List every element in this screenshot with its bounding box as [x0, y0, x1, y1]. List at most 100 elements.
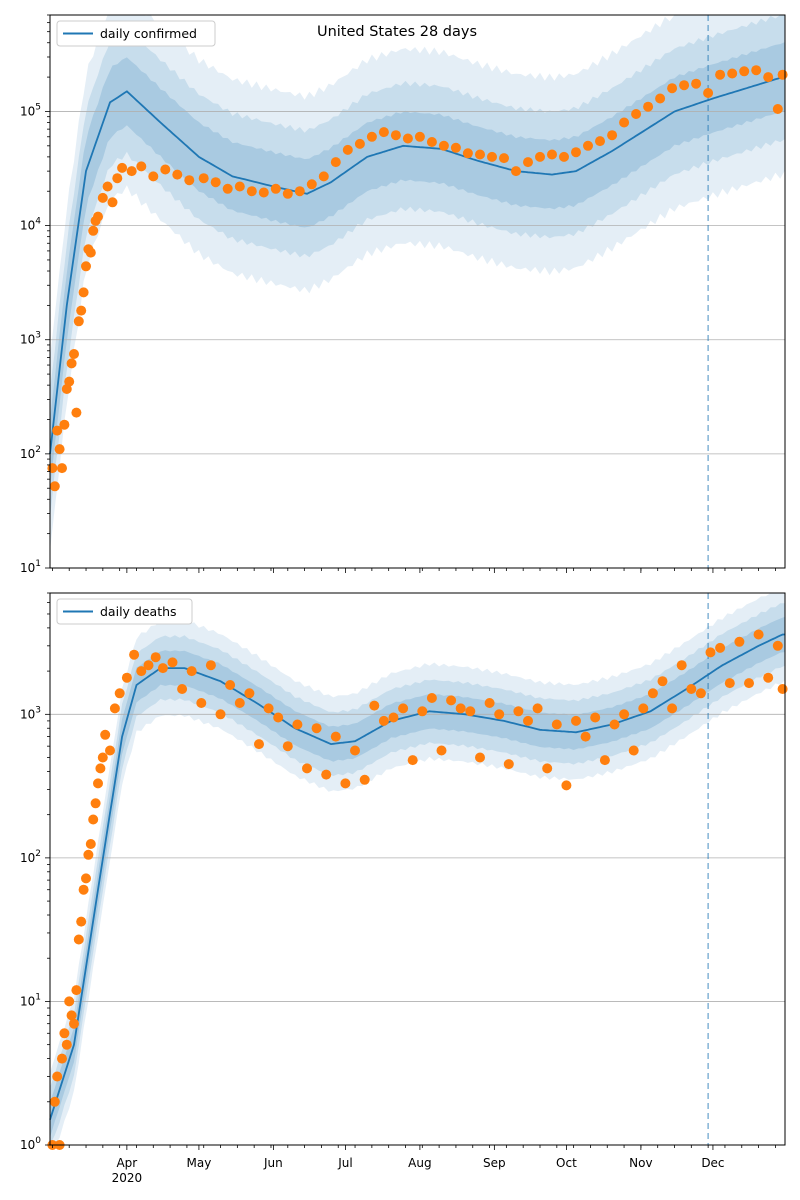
observed-point — [595, 136, 605, 147]
observed-point — [73, 934, 84, 945]
deaths-legend-box — [56, 598, 193, 625]
observed-point — [246, 186, 257, 197]
observed-point — [407, 755, 418, 766]
observed-point — [71, 985, 82, 996]
observed-point — [763, 672, 774, 683]
observed-point — [551, 719, 562, 730]
observed-point — [657, 676, 668, 687]
deaths-y-ticks: 100 101 102 103 — [20, 592, 50, 1152]
observed-point — [679, 80, 690, 91]
y-tick-label: 105 — [20, 102, 41, 118]
confirmed-legend-box — [56, 20, 216, 47]
observed-point — [81, 261, 91, 272]
observed-point — [57, 1053, 67, 1064]
deaths-uncertainty-bands — [50, 593, 785, 1145]
observed-point — [210, 177, 221, 188]
observed-point — [475, 149, 485, 160]
observed-point — [655, 93, 666, 104]
observed-point — [112, 173, 123, 184]
confirmed-uncertainty-bands — [50, 15, 785, 551]
observed-point — [273, 712, 284, 723]
observed-point — [59, 1028, 70, 1039]
observed-point — [66, 1010, 77, 1021]
y-tick-label: 104 — [20, 217, 41, 233]
confirmed-median-line — [49, 76, 785, 455]
observed-point — [52, 1071, 63, 1082]
observed-point — [184, 175, 195, 186]
observed-point — [426, 137, 437, 147]
observed-point — [350, 745, 360, 756]
observed-point — [511, 166, 521, 177]
observed-point — [177, 684, 188, 694]
observed-point — [436, 745, 447, 756]
observed-point — [126, 166, 137, 177]
observed-point — [282, 188, 293, 199]
observed-point — [676, 660, 687, 671]
observed-point — [318, 171, 329, 182]
x-tick-label: Aug — [408, 1156, 431, 1170]
observed-point — [523, 157, 533, 168]
observed-point — [561, 780, 572, 791]
y-tick-label: 101 — [20, 559, 41, 575]
observed-point — [583, 140, 593, 151]
observed-point — [503, 759, 514, 770]
observed-point — [225, 680, 236, 690]
observed-point — [109, 703, 120, 714]
observed-point — [302, 763, 312, 774]
observed-point — [93, 211, 103, 222]
observed-point — [462, 148, 473, 159]
x-tick-label: Jul — [337, 1156, 352, 1170]
observed-point — [638, 703, 649, 714]
observed-point — [703, 88, 714, 98]
observed-point — [330, 157, 341, 168]
observed-point — [378, 715, 389, 726]
observed-point — [734, 636, 745, 647]
observed-point — [66, 358, 77, 369]
observed-point — [715, 69, 726, 80]
observed-point — [366, 131, 377, 142]
observed-point — [69, 349, 79, 359]
observed-point — [465, 706, 476, 717]
observed-point — [254, 739, 264, 750]
observed-point — [753, 629, 764, 640]
x-tick-label: Sep — [483, 1156, 506, 1170]
observed-point — [607, 130, 618, 141]
observed-point — [292, 719, 303, 730]
observed-point — [90, 798, 101, 809]
deaths-axes-frame — [49, 592, 786, 1146]
observed-point — [359, 774, 370, 785]
deaths-median-line — [49, 633, 785, 1120]
observed-point — [76, 916, 87, 927]
observed-point — [172, 169, 183, 180]
observed-point — [484, 698, 495, 708]
observed-point — [64, 996, 75, 1007]
observed-point — [772, 640, 783, 651]
confirmed-legend: daily confirmed — [56, 20, 216, 47]
observed-point — [330, 731, 341, 742]
observed-point — [450, 142, 461, 153]
observed-point — [73, 316, 84, 327]
uncertainty-band — [50, 603, 785, 1145]
observed-point — [234, 181, 245, 192]
observed-point — [136, 161, 147, 172]
observed-point — [282, 741, 293, 752]
confirmed-x-ticks — [52, 568, 776, 573]
confirmed-points — [47, 65, 788, 492]
observed-point — [270, 183, 281, 194]
observed-point — [117, 162, 128, 173]
observed-point — [751, 65, 762, 76]
observed-point — [455, 703, 466, 714]
observed-point — [628, 745, 639, 756]
observed-point — [114, 688, 125, 699]
observed-point — [475, 752, 485, 763]
observed-point — [494, 709, 505, 720]
observed-point — [402, 133, 413, 144]
x-tick-label: Jun — [263, 1156, 283, 1170]
confirmed-legend-label: daily confirmed — [100, 26, 197, 41]
y-tick-label: 102 — [20, 849, 41, 865]
observed-point — [167, 657, 178, 668]
observed-point — [744, 678, 754, 689]
observed-point — [234, 698, 245, 708]
